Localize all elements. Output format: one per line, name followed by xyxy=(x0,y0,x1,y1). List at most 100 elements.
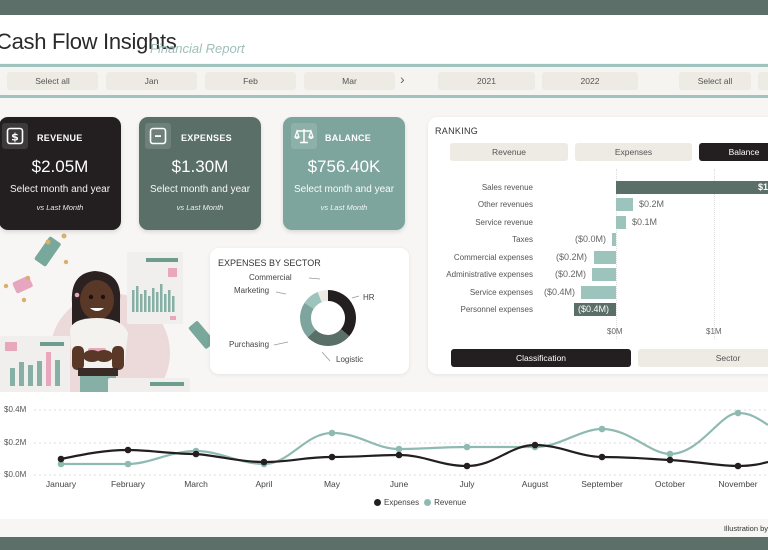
x-axis-tick: August xyxy=(521,479,549,489)
kpi-label: BALANCE xyxy=(325,133,372,143)
filter-bar: Select all Jan Feb Mar › 2021 2022 Selec… xyxy=(0,64,768,98)
donut-chart xyxy=(273,277,360,362)
line-plot xyxy=(34,409,768,476)
year-2022-chip[interactable]: 2022 xyxy=(542,72,638,90)
x-axis-tick: October xyxy=(654,479,686,489)
ranking-title: RANKING xyxy=(435,126,479,136)
kpi-value: $1.30M xyxy=(171,157,229,176)
ranking-axis-tick: $1M xyxy=(706,327,722,336)
x-axis-tick: April xyxy=(255,479,273,489)
ranking-row-label: Service revenue xyxy=(475,218,533,227)
kpi-comparison: vs Last Month xyxy=(320,203,368,212)
x-axis-tick: November xyxy=(718,479,758,489)
svg-text:$: $ xyxy=(11,130,19,143)
kpi-expenses-card: EXPENSES $1.30M Select month and year vs… xyxy=(139,117,261,230)
year-2021-chip[interactable]: 2021 xyxy=(438,72,535,90)
month-mar-chip[interactable]: Mar xyxy=(304,72,395,90)
sector-label-commercial: Commercial xyxy=(249,273,292,282)
ranking-tab-expenses[interactable]: Expenses xyxy=(575,143,692,161)
ranking-bar-value: $0.1M xyxy=(632,217,658,227)
donut-segment-marketing[interactable] xyxy=(304,292,322,309)
ranking-bar-personnel-expenses[interactable] xyxy=(574,303,616,316)
ranking-tab-revenue[interactable]: Revenue xyxy=(450,143,568,161)
x-axis-tick: February xyxy=(110,479,146,489)
x-axis-tick: July xyxy=(459,479,475,489)
kpi-label: REVENUE xyxy=(37,133,83,143)
ranking-axis-tick: $0M xyxy=(607,327,623,336)
donut-segment-hr[interactable] xyxy=(328,290,357,337)
ranking-tab-balance[interactable]: Balance xyxy=(699,143,768,161)
donut-segment-purchasing[interactable] xyxy=(300,302,316,338)
dollar-icon: $ xyxy=(2,123,28,149)
legend-expenses[interactable]: Expenses xyxy=(384,498,420,507)
kpi-subtext: Select month and year xyxy=(149,184,251,195)
expenses-legend-dot xyxy=(374,499,381,506)
kpi-subtext: Select month and year xyxy=(293,184,395,195)
revenue-line xyxy=(61,411,768,466)
ranking-card: RANKING Revenue Expenses Balance Sales r… xyxy=(428,117,768,374)
ranking-bar-value: ($0.4M) xyxy=(544,287,576,297)
ranking-bar-sales-revenue[interactable] xyxy=(616,181,768,194)
x-axis-tick: September xyxy=(581,479,623,489)
chevron-right-icon[interactable]: › xyxy=(400,71,405,87)
ranking-bar-value: $1 xyxy=(758,182,768,192)
minus-icon xyxy=(145,123,171,149)
ranking-bar-value: ($0.2M) xyxy=(555,269,587,279)
ranking-row-label: Sales revenue xyxy=(481,183,533,192)
kpi-revenue-card: $ REVENUE $2.05M Select month and year v… xyxy=(0,117,121,230)
month-feb-chip[interactable]: Feb xyxy=(205,72,296,90)
expenses-by-sector-card: EXPENSES BY SECTOR Commercial Marketing … xyxy=(210,248,409,374)
sector-label-marketing: Marketing xyxy=(234,286,270,295)
page-title: Cash Flow Insights xyxy=(0,29,177,54)
month-select-all-chip[interactable]: Select all xyxy=(7,72,98,90)
donut-segment-logistic[interactable] xyxy=(307,329,350,347)
ranking-bar-value: ($0.4M) xyxy=(578,304,610,314)
ranking-bar-value: ($0.0M) xyxy=(575,234,607,244)
ranking-bar-value: ($0.2M) xyxy=(556,252,588,262)
sector-label-logistic: Logistic xyxy=(336,355,364,364)
bottom-band xyxy=(0,537,768,550)
monthly-line-chart: $0.4M $0.2M $0.0M January February March… xyxy=(0,392,768,519)
illustration xyxy=(0,228,215,413)
y-axis-tick: $0.2M xyxy=(4,438,27,447)
extra-chip[interactable] xyxy=(758,72,768,90)
ranking-row-label: Taxes xyxy=(512,235,533,244)
sector-title: EXPENSES BY SECTOR xyxy=(218,258,321,268)
ranking-row-label: Administrative expenses xyxy=(446,270,533,279)
illustration-credit: Illustration by xyxy=(723,524,768,533)
sector-button[interactable]: Sector xyxy=(638,349,768,367)
y-axis-tick: $0.0M xyxy=(4,470,27,479)
month-jan-chip[interactable]: Jan xyxy=(106,72,197,90)
x-axis-tick: January xyxy=(45,479,77,489)
ranking-bar-service-expenses[interactable] xyxy=(581,286,616,299)
sector-label-hr: HR xyxy=(363,293,375,302)
classification-button[interactable]: Classification xyxy=(451,349,631,367)
revenue-legend-dot xyxy=(424,499,432,506)
donut-segment-commercial[interactable] xyxy=(317,290,328,303)
legend-revenue[interactable]: Revenue xyxy=(434,498,467,507)
ranking-row-label: Other revenues xyxy=(477,200,533,209)
x-axis-tick: March xyxy=(184,479,208,489)
page-subtitle: Financial Report xyxy=(150,41,245,56)
sector-label-purchasing: Purchasing xyxy=(229,340,270,349)
kpi-value: $2.05M xyxy=(31,157,89,176)
kpi-comparison: vs Last Month xyxy=(36,203,84,212)
ranking-row-label: Commercial expenses xyxy=(453,253,533,262)
top-band xyxy=(0,0,768,15)
ranking-bar-taxes[interactable] xyxy=(612,233,616,246)
kpi-label: EXPENSES xyxy=(181,133,232,143)
ranking-bar-service-revenue[interactable] xyxy=(616,216,626,229)
gridline xyxy=(714,169,715,339)
ranking-bar-value: $0.2M xyxy=(639,199,665,209)
x-axis-tick: June xyxy=(389,479,409,489)
kpi-subtext: Select month and year xyxy=(9,184,111,195)
ranking-bar-commercial-expenses[interactable] xyxy=(594,251,616,264)
ranking-bar-administrative-expenses[interactable] xyxy=(592,268,616,281)
ranking-bar-other-revenues[interactable] xyxy=(616,198,633,211)
extra-select-all-chip[interactable]: Select all xyxy=(679,72,751,90)
header: Cash Flow Insights Financial Report xyxy=(0,15,768,63)
gridline xyxy=(616,169,617,339)
y-axis-tick: $0.4M xyxy=(4,405,27,414)
x-axis-tick: May xyxy=(323,479,341,489)
